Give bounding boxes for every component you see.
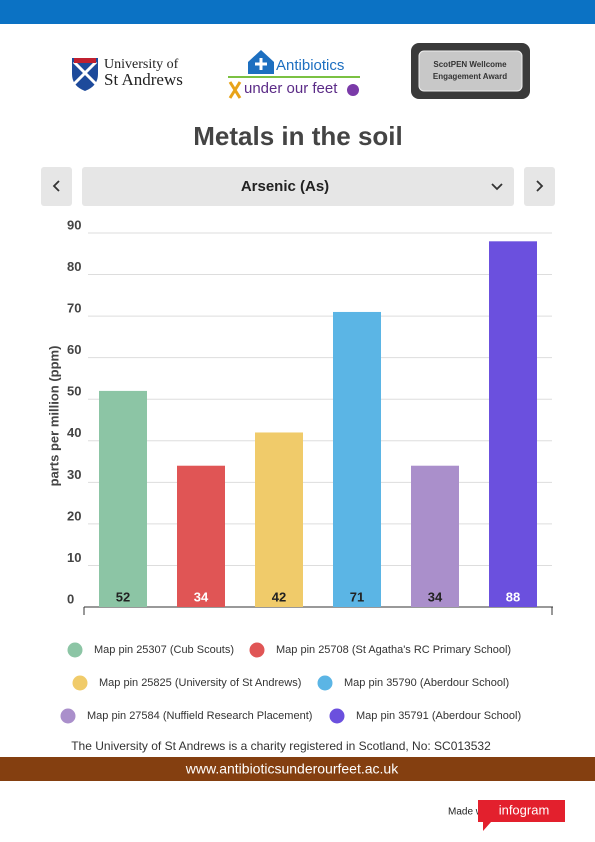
legend-label: Map pin 35790 (Aberdour School) (344, 677, 509, 689)
bar (177, 465, 225, 607)
brand-badge[interactable] (478, 800, 565, 831)
y-tick-label: 30 (67, 467, 81, 482)
hourglass (228, 81, 242, 99)
bar (489, 241, 537, 608)
y-tick-label: 70 (67, 301, 81, 316)
y-tick-label: 40 (67, 425, 81, 440)
legend-swatch (249, 642, 265, 658)
y-tick-label: 0 (67, 591, 74, 606)
next-button[interactable] (524, 167, 555, 206)
legend-swatch (60, 708, 76, 724)
website[interactable]: www.antibioticsunderourfeet.ac.uk (185, 761, 399, 777)
charity-note: The University of St Andrews is a charit… (71, 739, 491, 753)
value-label: 52 (116, 589, 130, 604)
legend-label: Map pin 25708 (St Agatha's RC Primary Sc… (276, 644, 511, 656)
y-tick-label: 50 (67, 384, 81, 399)
value-label: 88 (506, 589, 520, 604)
legend-swatch (72, 675, 88, 691)
value-label: 34 (194, 589, 209, 604)
y-axis-label: parts per million (ppm) (46, 346, 61, 487)
title: Metals in the soil (193, 121, 403, 151)
award-text: Engagement Award (433, 72, 507, 81)
dropdown[interactable] (82, 167, 514, 206)
legend-label: Map pin 35791 (Aberdour School) (356, 710, 521, 722)
house-cross (255, 58, 267, 70)
bar (411, 465, 459, 607)
logo-text: University of (104, 57, 179, 72)
crest-band (74, 58, 96, 63)
y-tick-label: 20 (67, 508, 81, 523)
bar (255, 432, 303, 607)
value-label: 71 (350, 589, 364, 604)
bar (333, 311, 381, 607)
legend-swatch (67, 642, 83, 658)
legend-swatch (317, 675, 333, 691)
logo-text: St Andrews (104, 70, 183, 89)
award-text: ScotPEN Wellcome (433, 60, 507, 69)
legend-label: Map pin 27584 (Nuffield Research Placeme… (87, 710, 312, 722)
logo-text: under our feet (244, 80, 338, 97)
award-inner (418, 50, 523, 92)
prev-button[interactable] (41, 167, 72, 206)
brand: infogram (499, 802, 550, 817)
chart: parts per million (ppm) 0 10 20 30 40 50 60 70 8… (46, 217, 553, 724)
y-tick-label: 90 (67, 217, 81, 232)
logo-text: Antibiotics (276, 57, 344, 74)
next-icon (536, 180, 544, 192)
y-tick-label: 10 (67, 550, 81, 565)
legend-swatch (329, 708, 345, 724)
bar (99, 390, 147, 607)
legend-label: Map pin 25307 (Cub Scouts) (94, 644, 234, 656)
dropdown-label: Arsenic (As) (241, 178, 329, 195)
footer-bar (0, 757, 595, 781)
y-tick-label: 60 (67, 342, 81, 357)
crest-cross (72, 60, 98, 86)
made-with: Made with (448, 807, 494, 818)
prev-icon (52, 180, 60, 192)
dropdown-icon (491, 183, 503, 191)
value-label: 42 (272, 589, 286, 604)
logo-icon (347, 84, 359, 96)
legend-label: Map pin 25825 (University of St Andrews) (99, 677, 301, 689)
top-bar (0, 0, 595, 24)
y-tick-label: 80 (67, 259, 81, 274)
value-label: 34 (428, 589, 443, 604)
